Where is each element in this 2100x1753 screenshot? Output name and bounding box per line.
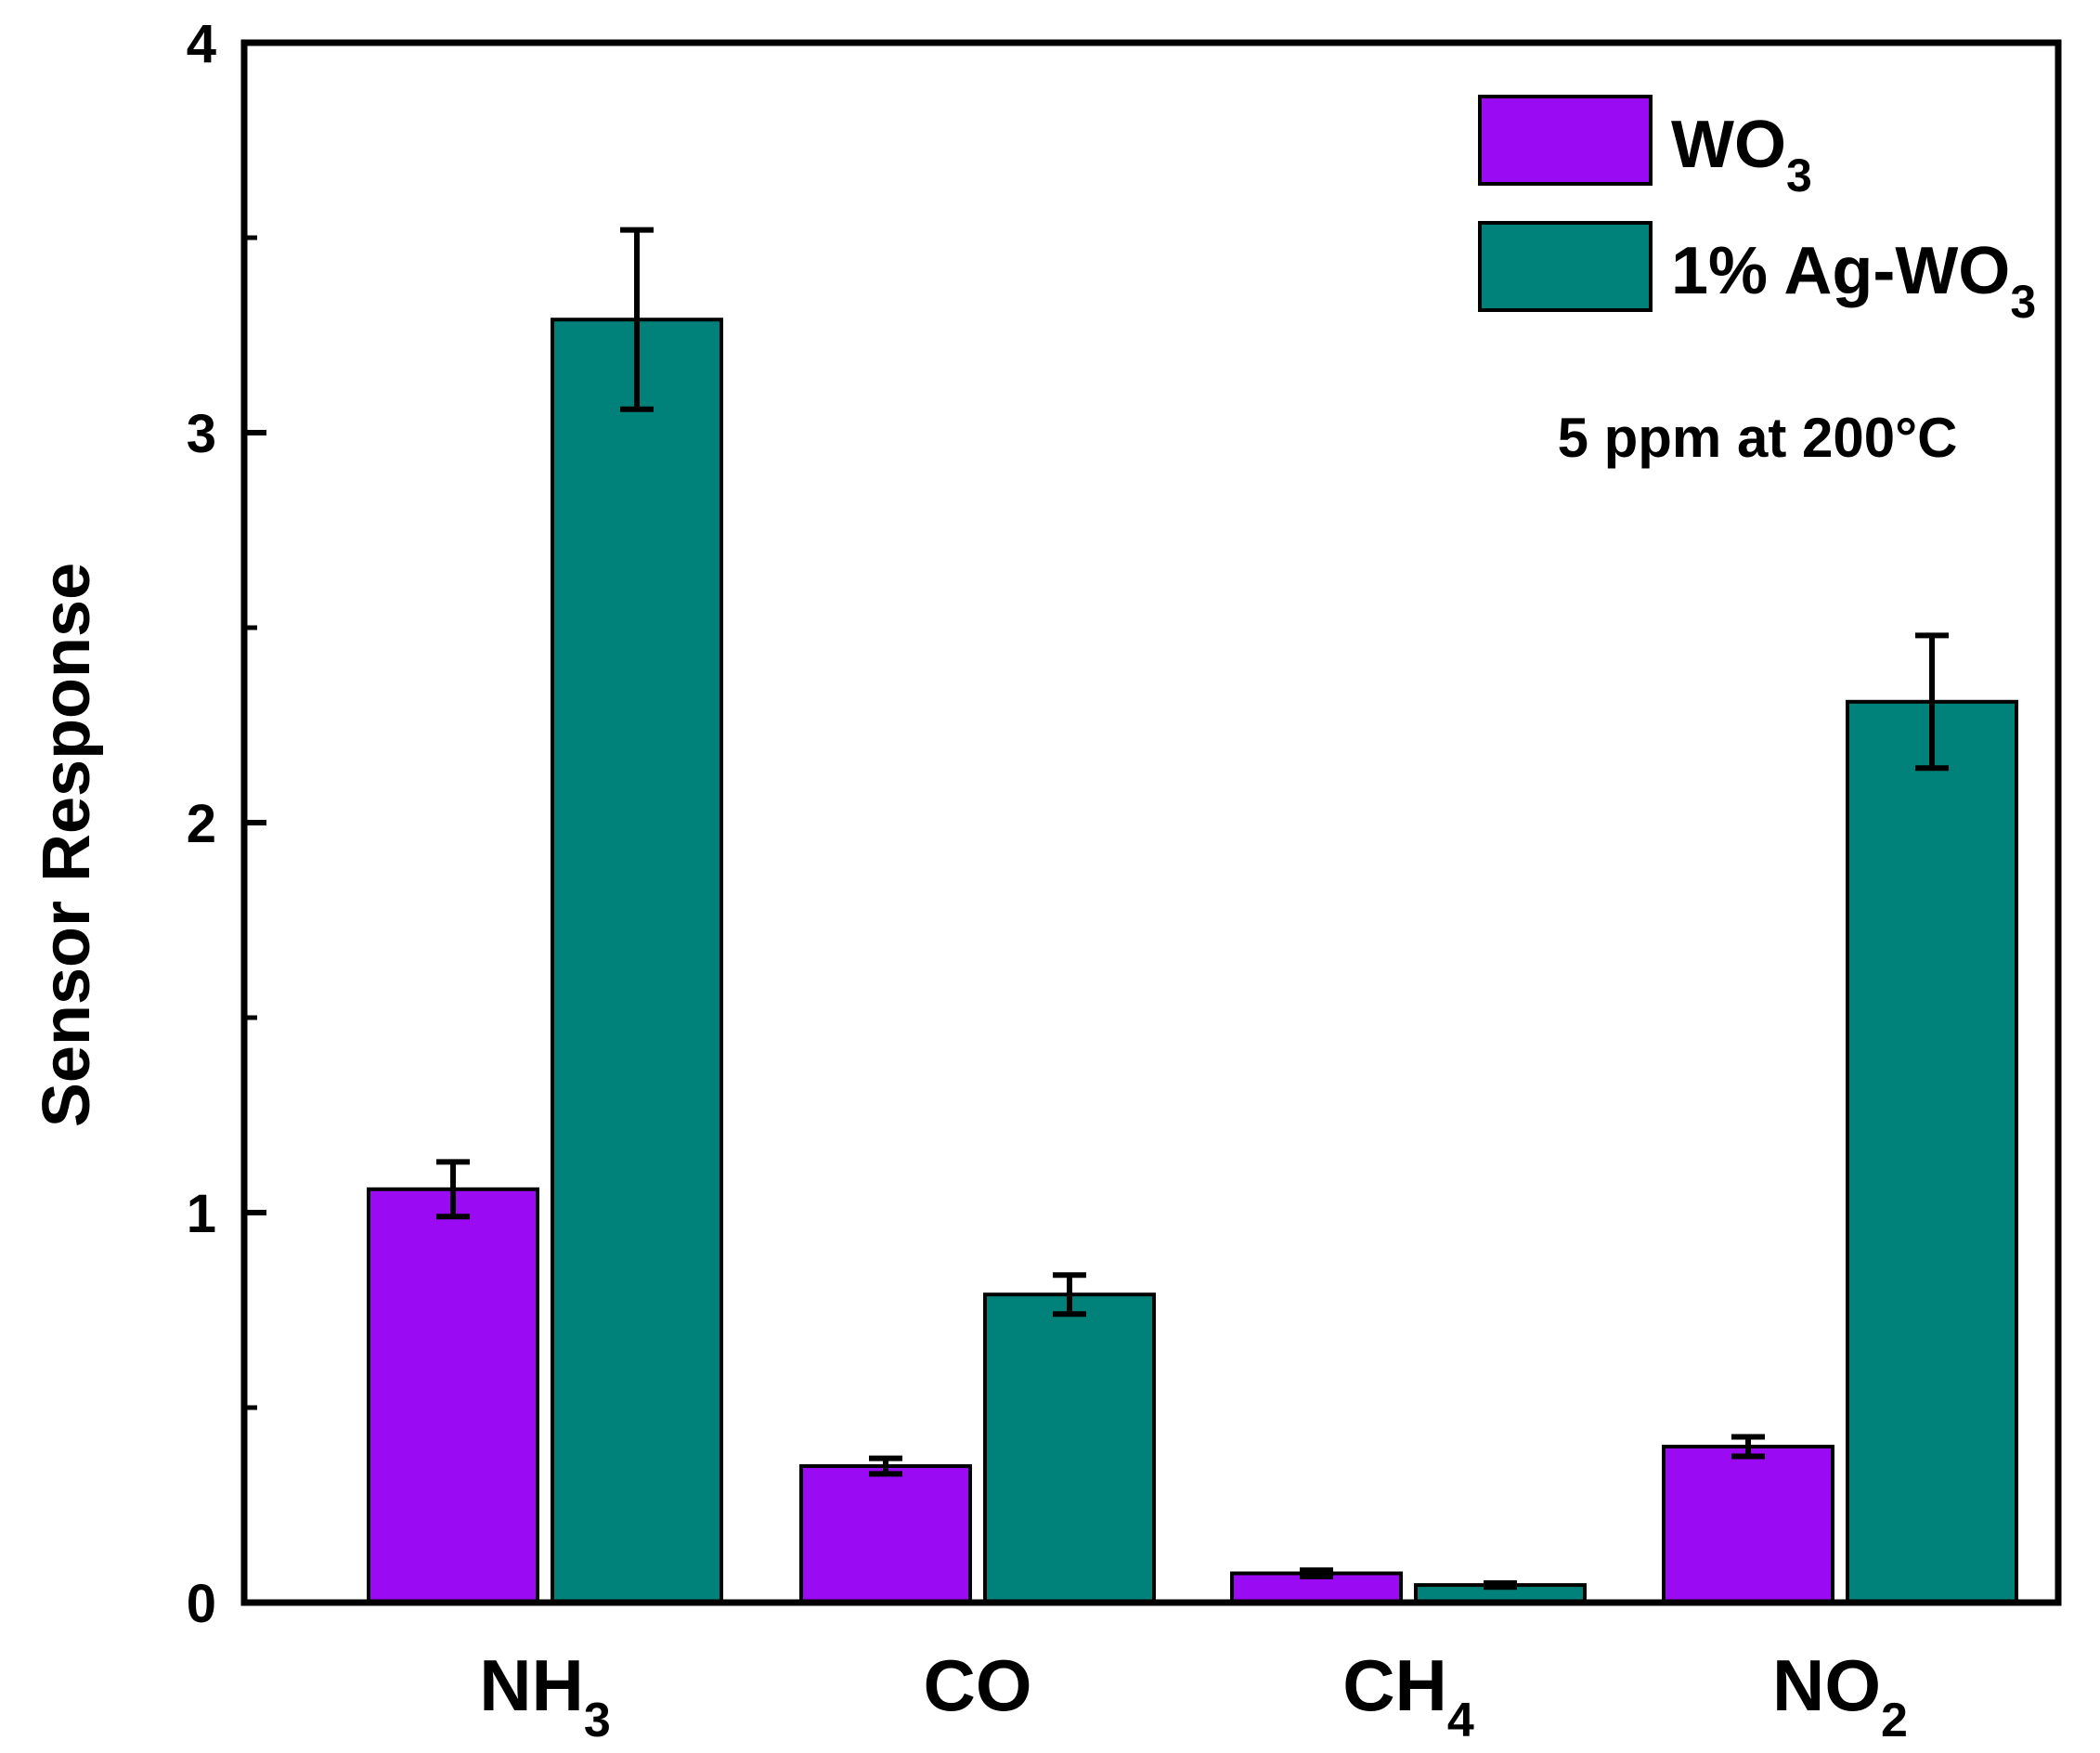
legend-label: WO3: [1671, 108, 1812, 201]
bar-0-1: [799, 1464, 972, 1604]
condition-annotation: 5 ppm at 200°C: [1558, 407, 1958, 469]
error-bar-1-3: [1915, 632, 1949, 772]
bar-0-0: [367, 1187, 539, 1605]
legend-label-subscript: 3: [2010, 276, 2036, 328]
x-tick-label: NH3: [479, 1644, 611, 1747]
error-bar-1-2: [1484, 1580, 1517, 1591]
bar-1-1: [983, 1292, 1156, 1604]
legend-swatch: [1478, 221, 1653, 312]
category-subscript: 3: [584, 1694, 611, 1747]
x-tick-label: CH4: [1342, 1644, 1474, 1747]
bar-1-3: [1846, 699, 2018, 1604]
category-base: NO: [1772, 1644, 1881, 1726]
category-base: CO: [924, 1644, 1032, 1726]
legend-label-subscript: 3: [1786, 149, 1812, 201]
category-base: NH: [479, 1644, 584, 1726]
x-tick-label: NO2: [1772, 1644, 1908, 1747]
plot-area: [367, 227, 2018, 1605]
bar-0-3: [1662, 1445, 1834, 1604]
error-bar-0-2: [1300, 1567, 1333, 1579]
bar-1-0: [551, 318, 723, 1605]
y-tick-label: 1: [187, 1184, 216, 1244]
error-bar-0-3: [1731, 1434, 1765, 1460]
error-bar-1-0: [620, 227, 654, 412]
category-subscript: 4: [1447, 1694, 1474, 1747]
error-bar-1-1: [1053, 1272, 1086, 1318]
y-tick-label: 2: [187, 794, 216, 854]
y-tick-label: 3: [187, 404, 216, 464]
y-tick-label: 0: [187, 1574, 216, 1634]
error-bar-0-0: [436, 1159, 470, 1220]
error-bar-0-1: [869, 1455, 902, 1477]
y-axis-label: Sensor Response: [30, 563, 104, 1127]
x-tick-label: CO: [924, 1644, 1032, 1726]
category-subscript: 2: [1881, 1694, 1908, 1747]
legend-label-base: WO: [1671, 108, 1786, 182]
category-base: CH: [1342, 1644, 1447, 1726]
legend-label: 1% Ag-WO3: [1671, 234, 2036, 328]
legend-swatch: [1478, 95, 1653, 186]
legend-label-base: 1% Ag-WO: [1671, 234, 2010, 308]
y-tick-label: 4: [187, 14, 216, 74]
